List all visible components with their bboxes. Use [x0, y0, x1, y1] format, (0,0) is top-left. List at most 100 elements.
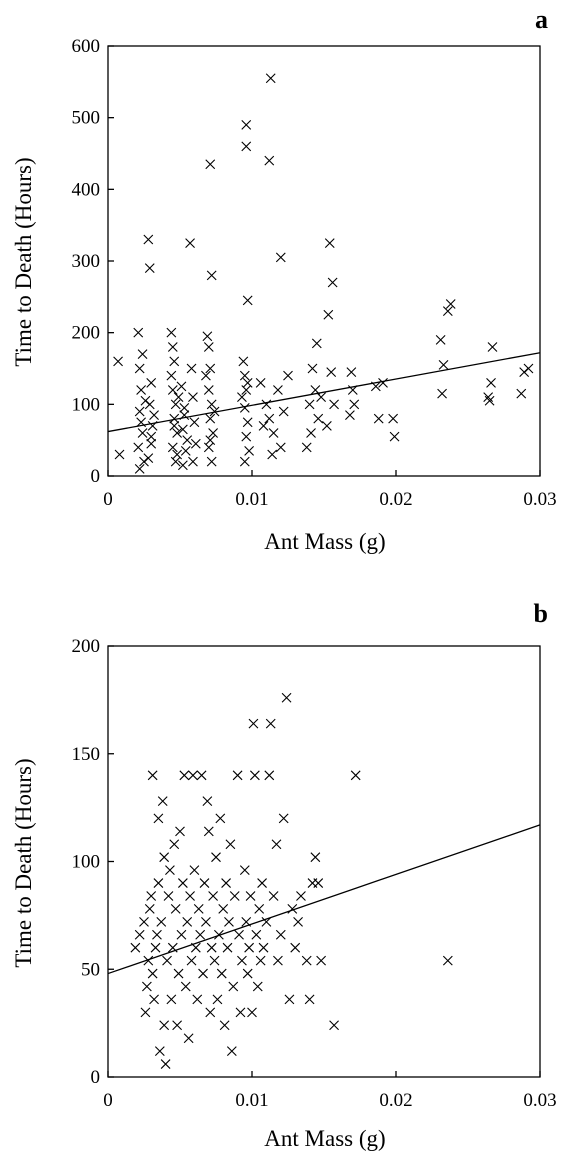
data-point-a	[242, 295, 253, 306]
data-point-b	[165, 865, 175, 876]
data-point-b	[278, 813, 289, 824]
data-point-b	[153, 878, 164, 888]
data-point-b	[254, 904, 265, 914]
data-point-b	[177, 878, 188, 888]
data-point-b	[329, 1020, 339, 1031]
data-point-b	[153, 813, 164, 824]
data-point-b	[275, 929, 286, 940]
data-point-b	[201, 916, 211, 927]
data-point-a	[304, 399, 315, 410]
data-point-a	[483, 392, 494, 403]
data-point-a	[167, 342, 178, 352]
data-point-b	[163, 891, 174, 901]
data-point-a	[188, 456, 198, 467]
data-point-a	[237, 392, 247, 403]
data-point-b	[255, 955, 266, 966]
data-point-b	[264, 770, 275, 781]
data-point-b	[293, 916, 303, 927]
data-point-b	[284, 994, 295, 1005]
data-point-a	[146, 377, 157, 388]
data-point-a	[203, 342, 214, 352]
y-tick-label-a: 500	[72, 108, 101, 129]
data-point-b	[209, 955, 220, 966]
data-point-b	[234, 929, 244, 940]
data-point-b	[215, 813, 226, 824]
data-point-a	[205, 159, 216, 170]
data-point-b	[157, 796, 168, 807]
data-point-b	[202, 796, 213, 807]
data-point-a	[134, 463, 145, 474]
data-point-b	[195, 929, 206, 940]
data-point-b	[146, 891, 157, 901]
plot-frame-a	[107, 45, 541, 477]
data-point-b	[273, 955, 283, 966]
data-point-a	[316, 392, 327, 403]
data-point-b	[290, 942, 301, 953]
data-point-a	[166, 370, 177, 381]
data-point-b	[221, 878, 231, 888]
data-point-a	[389, 431, 400, 442]
data-point-a	[172, 428, 183, 438]
data-point-a	[438, 360, 449, 370]
regression-line-a	[107, 352, 541, 433]
panel-label-a: a	[535, 5, 548, 34]
data-point-a	[275, 442, 286, 453]
data-point-b	[147, 968, 158, 979]
data-point-a	[241, 141, 252, 152]
data-point-b	[226, 1046, 237, 1057]
y-axis-label-a: Time to Death (Hours)	[11, 157, 36, 366]
data-point-a	[180, 446, 191, 456]
data-point-a	[239, 370, 250, 381]
data-point-b	[139, 916, 149, 927]
data-point-a	[239, 456, 250, 467]
data-point-b	[130, 942, 141, 953]
data-point-a	[146, 431, 157, 442]
data-point-b	[193, 904, 204, 914]
data-point-a	[484, 395, 495, 406]
data-point-b	[162, 955, 172, 966]
data-point-a	[329, 399, 339, 410]
data-point-a	[143, 453, 154, 463]
data-point-b	[228, 981, 239, 992]
data-point-b	[140, 1007, 151, 1018]
x-tick-label-b: 0.03	[523, 1090, 556, 1111]
data-point-a	[261, 399, 272, 410]
data-point-a	[268, 428, 279, 438]
x-tick-label-a: 0	[103, 489, 113, 510]
data-point-a	[167, 385, 178, 395]
data-point-b	[152, 929, 162, 940]
data-point-b	[212, 994, 223, 1005]
data-point-b	[186, 955, 197, 966]
data-point-b	[192, 994, 203, 1005]
data-point-b	[143, 955, 154, 966]
data-point-a	[238, 356, 249, 367]
data-point-a	[346, 367, 357, 377]
x-tick-label-a: 0.03	[523, 489, 556, 510]
data-point-a	[267, 449, 278, 460]
data-point-b	[185, 891, 195, 901]
data-point-a	[345, 410, 355, 420]
data-point-b	[182, 916, 193, 927]
data-point-b	[258, 942, 269, 953]
data-point-b	[141, 981, 152, 992]
data-point-b	[183, 1033, 194, 1044]
data-point-b	[154, 1046, 165, 1057]
data-point-b	[159, 1020, 170, 1031]
data-point-a	[113, 356, 123, 367]
data-point-a	[177, 424, 188, 435]
data-point-a	[278, 406, 289, 417]
data-point-b	[281, 692, 292, 703]
data-point-b	[310, 852, 321, 863]
x-tick-label-a: 0.01	[235, 489, 268, 510]
data-point-b	[271, 839, 282, 850]
data-point-a	[146, 438, 157, 449]
data-point-a	[134, 406, 145, 417]
data-point-b	[265, 718, 276, 729]
data-point-b	[235, 1007, 246, 1018]
data-point-a	[206, 456, 217, 467]
x-tick-label-b: 0.01	[235, 1090, 268, 1111]
data-point-b	[229, 891, 240, 901]
data-point-b	[261, 916, 272, 927]
data-point-a	[242, 377, 253, 388]
data-point-b	[150, 942, 161, 953]
